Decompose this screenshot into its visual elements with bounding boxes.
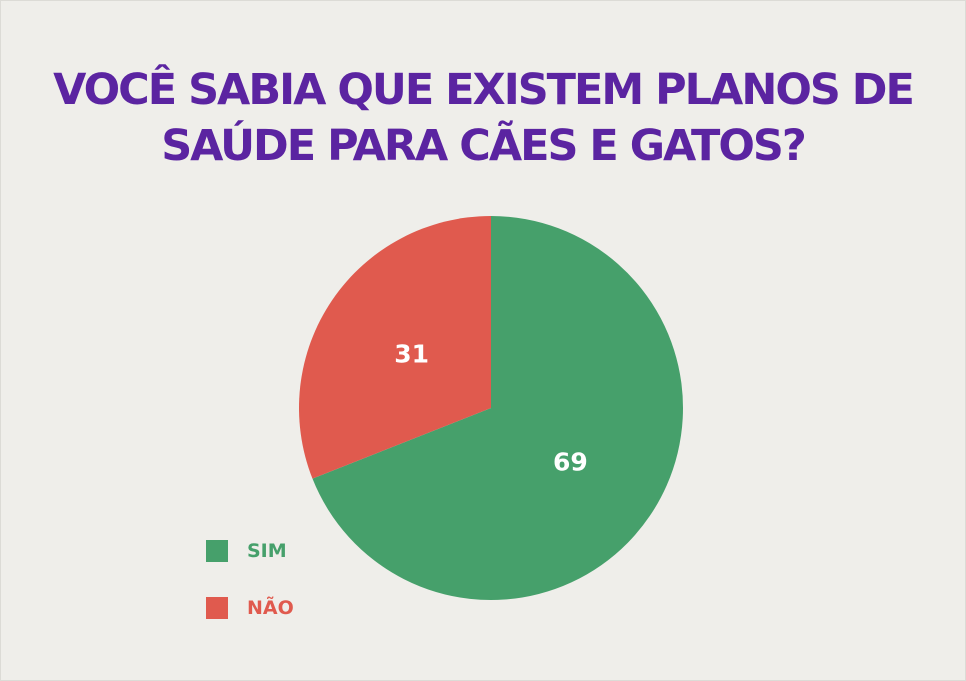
chart-title: VOCÊ SABIA QUE EXISTEM PLANOS DE SAÚDE P… [0, 62, 966, 174]
pie-slice-label-nao: 31 [394, 340, 429, 369]
chart-title-line-2: SAÚDE PARA CÃES E GATOS? [161, 121, 807, 171]
legend-swatch-sim [206, 540, 228, 562]
pie-slice-label-sim: 69 [553, 447, 588, 476]
legend-swatch-nao [206, 597, 228, 619]
chart-title-line-1: VOCÊ SABIA QUE EXISTEM PLANOS DE [53, 65, 915, 115]
pie-slice-sim [312, 216, 684, 600]
legend-label-sim: SIM [247, 540, 287, 562]
pie-slice-nao [299, 216, 491, 479]
legend-label-nao: NÃO [247, 597, 294, 619]
